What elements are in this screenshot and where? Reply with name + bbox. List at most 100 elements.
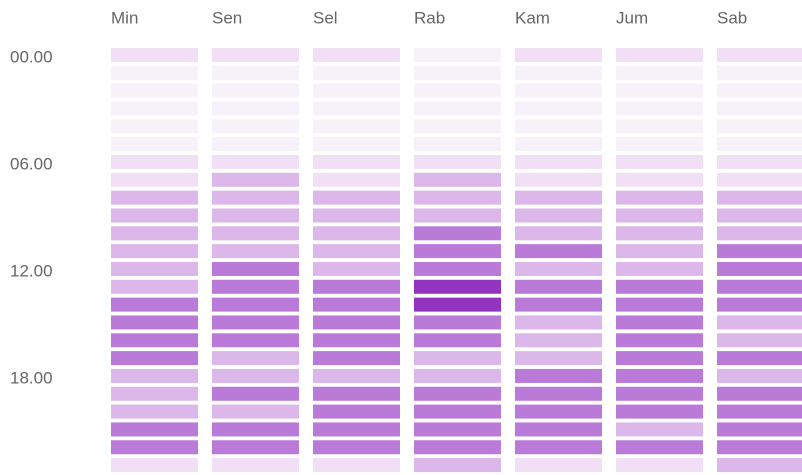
heat-cell bbox=[616, 279, 703, 294]
heat-cell bbox=[414, 440, 501, 455]
heat-cell bbox=[717, 279, 802, 294]
heat-cell bbox=[717, 208, 802, 223]
heat-cell bbox=[414, 422, 501, 437]
heat-cell bbox=[616, 440, 703, 455]
heat-cell bbox=[414, 226, 501, 241]
heat-cell bbox=[717, 226, 802, 241]
heat-cell bbox=[717, 137, 802, 152]
heat-cell bbox=[414, 315, 501, 330]
heat-cell bbox=[616, 190, 703, 205]
heat-cell bbox=[313, 208, 400, 223]
heat-cell bbox=[111, 137, 198, 152]
heat-cell bbox=[313, 244, 400, 259]
heat-cell bbox=[414, 386, 501, 401]
heat-cell bbox=[515, 351, 602, 366]
heat-cell bbox=[111, 333, 198, 348]
heat-cell bbox=[111, 279, 198, 294]
heat-cell bbox=[717, 65, 802, 80]
hour-label: 00.00 bbox=[10, 47, 53, 66]
heat-cell bbox=[414, 119, 501, 134]
heat-cell bbox=[616, 154, 703, 169]
heat-cell bbox=[717, 48, 802, 62]
heat-cell bbox=[111, 315, 198, 330]
heat-cell bbox=[717, 333, 802, 348]
heat-cell bbox=[313, 386, 400, 401]
heat-cell bbox=[717, 83, 802, 98]
heat-cell bbox=[414, 458, 501, 473]
heat-cell bbox=[212, 154, 299, 169]
heat-cell bbox=[515, 297, 602, 312]
heat-cell bbox=[717, 458, 802, 473]
day-label: Sen bbox=[212, 8, 242, 27]
heat-cell bbox=[313, 190, 400, 205]
heat-cell bbox=[616, 297, 703, 312]
heat-cell bbox=[414, 208, 501, 223]
day-label: Rab bbox=[414, 8, 445, 27]
heat-cell bbox=[212, 172, 299, 187]
day-label: Kam bbox=[515, 8, 550, 27]
heat-cell bbox=[515, 137, 602, 152]
heat-cell bbox=[414, 279, 501, 294]
heat-cell bbox=[414, 172, 501, 187]
heat-cell bbox=[212, 137, 299, 152]
heat-cell bbox=[111, 440, 198, 455]
heat-cell bbox=[717, 190, 802, 205]
heat-cell bbox=[212, 404, 299, 419]
heat-cell bbox=[616, 386, 703, 401]
heat-cell bbox=[616, 368, 703, 383]
heat-cell bbox=[313, 154, 400, 169]
heat-cell bbox=[414, 244, 501, 259]
heat-cell bbox=[313, 137, 400, 152]
heat-cell bbox=[616, 172, 703, 187]
heat-cell bbox=[414, 261, 501, 276]
heat-cell bbox=[717, 297, 802, 312]
heat-cell bbox=[212, 297, 299, 312]
heat-cell bbox=[515, 190, 602, 205]
heat-cell bbox=[212, 351, 299, 366]
heat-cell bbox=[616, 422, 703, 437]
heat-cell bbox=[616, 65, 703, 80]
heat-cell bbox=[313, 101, 400, 116]
heat-cell bbox=[111, 422, 198, 437]
heat-cell bbox=[313, 226, 400, 241]
hour-label: 18.00 bbox=[10, 368, 53, 387]
heat-cell bbox=[515, 315, 602, 330]
heat-cell bbox=[515, 226, 602, 241]
heat-cell bbox=[414, 190, 501, 205]
heat-cell bbox=[717, 315, 802, 330]
heat-cell bbox=[717, 386, 802, 401]
heat-cell bbox=[212, 440, 299, 455]
heat-cell bbox=[616, 101, 703, 116]
heat-cell bbox=[515, 154, 602, 169]
heat-cell bbox=[313, 65, 400, 80]
heat-cell bbox=[515, 101, 602, 116]
heat-cell bbox=[212, 65, 299, 80]
heat-cell bbox=[111, 190, 198, 205]
day-label: Sab bbox=[717, 8, 747, 27]
heat-cell bbox=[616, 458, 703, 473]
heat-cell bbox=[111, 351, 198, 366]
heat-cell bbox=[212, 83, 299, 98]
heat-cell bbox=[515, 440, 602, 455]
heat-cell bbox=[414, 101, 501, 116]
heat-cell bbox=[616, 48, 703, 62]
heat-cell bbox=[111, 119, 198, 134]
heat-cell bbox=[616, 83, 703, 98]
heat-cell bbox=[515, 119, 602, 134]
heat-cell bbox=[212, 368, 299, 383]
heat-cell bbox=[414, 351, 501, 366]
heat-cell bbox=[212, 226, 299, 241]
day-label: Jum bbox=[616, 8, 648, 27]
heat-cell bbox=[616, 137, 703, 152]
heat-cell bbox=[515, 368, 602, 383]
heat-cell bbox=[313, 422, 400, 437]
heat-cell bbox=[212, 315, 299, 330]
heat-cell bbox=[212, 279, 299, 294]
heat-cell bbox=[212, 244, 299, 259]
heat-cell bbox=[616, 261, 703, 276]
heat-cell bbox=[515, 261, 602, 276]
heat-cell bbox=[212, 208, 299, 223]
heat-cell bbox=[313, 261, 400, 276]
